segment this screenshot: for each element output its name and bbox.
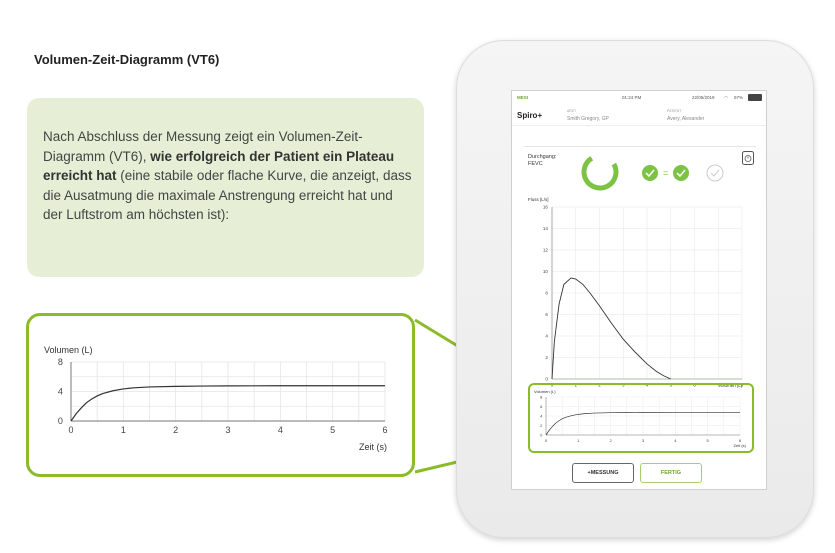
x-axis-label: Zeit (s) [359, 442, 387, 452]
y-tick-label: 2 [545, 355, 548, 360]
x-tick-label: 6 [693, 383, 696, 388]
y-tick-label: 10 [543, 269, 549, 274]
x-tick-label: 3 [642, 438, 645, 443]
x-axis-label: Volumen [L] [718, 383, 742, 388]
x-tick-label: 5 [669, 383, 672, 388]
measurement-card: Durchgang: FEVC = 0 1 2 3 4 5 6 7 8 0 2 4 6 8 10 12 14 16… [524, 146, 756, 457]
x-tick-label: 4 [674, 438, 677, 443]
x-tick-label: 1 [574, 383, 577, 388]
x-tick-label: 1 [577, 438, 580, 443]
section-heading: Volumen-Zeit-Diagramm (VT6) [34, 52, 220, 67]
x-tick-label: 0 [551, 383, 554, 388]
x-tick-label: 3 [622, 383, 625, 388]
x-tick-label: 3 [225, 425, 230, 435]
y-tick-label: 8 [545, 291, 548, 296]
callout-text-bold: wie erfolgreich der Patient ein Plateau … [43, 148, 395, 184]
battery-percent: 97% [734, 95, 744, 100]
y-axis-label: Fluss [L/s] [528, 197, 549, 202]
y-tick-label: 8 [58, 357, 63, 367]
y-tick-label: 16 [543, 205, 549, 210]
x-tick-label: 5 [330, 425, 335, 435]
patient-name[interactable]: Avery, Alexander [667, 116, 705, 122]
trial-label: Durchgang: [528, 154, 557, 160]
x-tick-label: 5 [707, 438, 710, 443]
x-tick-label: 6 [739, 438, 742, 443]
status-date: 22/05/2019 [692, 95, 715, 100]
x-tick-label: 6 [382, 425, 387, 435]
info-callout: Nach Abschluss der Messung zeigt ein Vol… [27, 98, 424, 277]
doctor-name[interactable]: Smith Gregory, GP [567, 116, 609, 122]
y-tick-label: 0 [540, 432, 543, 437]
status-bar: MESI 01:24 PM 22/05/2019 ◠ 97% [512, 91, 766, 103]
y-tick-label: 2 [540, 423, 543, 428]
x-axis-label: Zeit (s) [734, 443, 747, 448]
x-tick-label: 4 [278, 425, 283, 435]
y-tick-label: 4 [58, 387, 63, 397]
series-line [551, 277, 671, 380]
x-tick-label: 7 [717, 383, 720, 388]
x-tick-label: 2 [610, 438, 613, 443]
add-measurement-button[interactable]: +MESSUNG [572, 463, 634, 483]
patient-label: PATIENT [667, 109, 682, 113]
y-tick-label: 0 [545, 377, 548, 382]
doctor-label: ARZT [567, 109, 577, 113]
volume-time-chart-large: 0 1 2 3 4 5 6 0 4 8 Volumen (L) Zeit (s) [44, 345, 388, 452]
x-tick-label: 1 [121, 425, 126, 435]
y-tick-label: 12 [543, 248, 549, 253]
y-tick-label: 8 [540, 394, 543, 399]
x-tick-label: 0 [68, 425, 73, 435]
y-tick-label: 4 [545, 334, 548, 339]
carrier-label: MESI [517, 95, 529, 100]
x-tick-label: 2 [598, 383, 601, 388]
trial-type: FEVC [528, 161, 543, 167]
best-trial-indicator: = [642, 165, 689, 181]
done-button[interactable]: FERTIG [640, 463, 702, 483]
zoomed-volume-time-chart: 0 1 2 3 4 5 6 0 4 8 Volumen (L) Zeit (s) [26, 313, 415, 477]
y-axis-label: Volumen (L) [534, 389, 556, 394]
y-axis-label: Volumen (L) [44, 345, 93, 355]
y-tick-label: 0 [58, 416, 63, 426]
y-tick-label: 6 [545, 312, 548, 317]
x-tick-label: 2 [173, 425, 178, 435]
tablet-screen: MESI 01:24 PM 22/05/2019 ◠ 97% Spiro+ AR… [511, 90, 767, 490]
svg-text:=: = [663, 168, 668, 178]
mini-volume-time-highlight: 0 1 2 3 4 5 6 0 2 4 6 8 Volumen (L) Zeit (s) [528, 383, 754, 453]
battery-icon [748, 94, 762, 101]
app-title: Spiro+ [517, 111, 543, 120]
progress-ring-icon [581, 153, 619, 191]
app-header: Spiro+ ARZT Smith Gregory, GP PATIENT Av… [512, 103, 766, 126]
callout-text: Nach Abschluss der Messung zeigt ein Vol… [43, 127, 413, 225]
callout-text-after: (eine stabile oder flache Kurve, die anz… [43, 168, 412, 222]
y-tick-label: 14 [543, 226, 549, 231]
y-tick-label: 6 [540, 404, 543, 409]
x-tick-label: 8 [741, 383, 744, 388]
x-tick-label: 0 [545, 438, 548, 443]
x-tick-label: 4 [646, 383, 649, 388]
callout-text-before: Nach Abschluss der Messung zeigt ein Vol… [43, 129, 363, 164]
check-outline-icon[interactable] [706, 164, 724, 182]
wifi-icon: ◠ [724, 95, 728, 100]
clock-icon[interactable] [742, 151, 754, 165]
y-tick-label: 4 [540, 413, 543, 418]
status-time: 01:24 PM [622, 95, 642, 100]
